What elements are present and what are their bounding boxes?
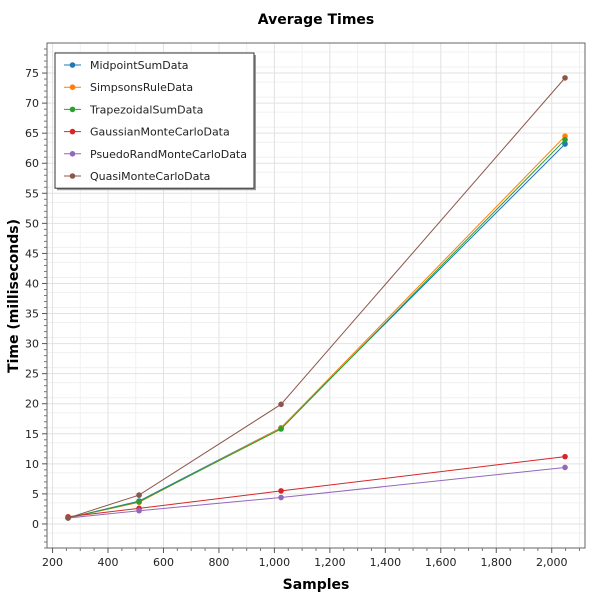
y-tick-label: 10 bbox=[25, 458, 39, 471]
data-point bbox=[562, 464, 568, 471]
x-tick-label: 200 bbox=[42, 556, 63, 569]
y-axis: 0 5 10 15 20 25 30 35 40 45 50 55 60 65 70 75 bbox=[25, 48, 47, 549]
legend-swatch-marker bbox=[69, 62, 76, 68]
series-line bbox=[67, 139, 566, 519]
series-layer bbox=[65, 75, 568, 521]
gridlines bbox=[47, 43, 585, 549]
legend-swatch-marker bbox=[69, 173, 76, 179]
legend-swatch-marker bbox=[69, 84, 76, 90]
x-tick-label: 600 bbox=[153, 556, 174, 569]
x-tick-label: 1,800 bbox=[481, 556, 513, 569]
data-point bbox=[136, 492, 142, 498]
data-point bbox=[562, 453, 568, 460]
x-tick-label: 400 bbox=[98, 556, 119, 569]
data-point bbox=[278, 494, 284, 501]
data-point bbox=[278, 426, 284, 432]
y-tick-label: 70 bbox=[25, 97, 39, 110]
y-tick-label: 75 bbox=[25, 67, 39, 80]
legend-label: MidpointSumData bbox=[90, 59, 189, 72]
legend-label: QuasiMonteCarloData bbox=[90, 170, 210, 183]
y-tick-label: 5 bbox=[32, 488, 39, 501]
x-tick-label: 1,000 bbox=[259, 556, 291, 569]
y-tick-label: 30 bbox=[25, 338, 39, 351]
legend-label: TrapezoidalSumData bbox=[89, 103, 203, 116]
legend-item: SimpsonsRuleData bbox=[64, 81, 193, 94]
series-trapezoidal-sum-data bbox=[65, 136, 568, 521]
legend-item: TrapezoidalSumData bbox=[64, 103, 203, 116]
x-axis-label: Samples bbox=[283, 577, 350, 593]
series-quasi-monte-carlo-data bbox=[65, 75, 568, 521]
y-tick-label: 60 bbox=[25, 157, 39, 170]
data-point bbox=[136, 507, 142, 514]
legend-box bbox=[54, 52, 255, 189]
x-tick-label: 2,000 bbox=[536, 556, 568, 569]
legend-item: QuasiMonteCarloData bbox=[64, 170, 210, 183]
legend-swatch-marker bbox=[69, 151, 76, 157]
legend-label: PsuedoRandMonteCarloData bbox=[90, 148, 247, 161]
chart-title: Average Times bbox=[258, 12, 374, 28]
legend-item: GaussianMonteCarloData bbox=[64, 126, 230, 139]
x-tick-label: 1,600 bbox=[425, 556, 457, 569]
y-tick-label: 50 bbox=[25, 217, 39, 230]
legend-item: MidpointSumData bbox=[64, 59, 189, 72]
y-tick-label: 15 bbox=[25, 428, 39, 441]
legend-label: GaussianMonteCarloData bbox=[90, 126, 230, 139]
y-tick-label: 0 bbox=[32, 518, 39, 531]
x-tick-label: 1,400 bbox=[370, 556, 402, 569]
legend: MidpointSumData SimpsonsRuleData Trapezoid… bbox=[54, 52, 256, 191]
y-tick-label: 40 bbox=[25, 277, 39, 290]
series-line bbox=[67, 77, 566, 519]
data-point bbox=[278, 401, 284, 408]
series-line bbox=[68, 466, 566, 519]
legend-item: PsuedoRandMonteCarloData bbox=[64, 148, 247, 161]
data-point bbox=[562, 136, 568, 143]
legend-label: SimpsonsRuleData bbox=[90, 81, 193, 94]
data-point bbox=[562, 75, 568, 81]
x-tick-label: 1,200 bbox=[314, 556, 346, 569]
y-tick-label: 20 bbox=[25, 398, 39, 411]
y-tick-label: 55 bbox=[25, 187, 39, 200]
data-point bbox=[65, 515, 71, 521]
legend-swatch-marker bbox=[69, 128, 76, 135]
series-line bbox=[67, 143, 566, 519]
data-point bbox=[562, 141, 568, 147]
data-point bbox=[278, 488, 284, 494]
legend-swatch-marker bbox=[69, 106, 76, 113]
y-axis-label: Time (milliseconds) bbox=[6, 219, 22, 373]
y-tick-label: 65 bbox=[25, 127, 39, 140]
x-axis: 200 400 600 800 1,000 1,200 1,400 1,600 1,800 2,0… bbox=[42, 548, 580, 569]
data-point bbox=[136, 498, 142, 505]
y-tick-label: 35 bbox=[25, 308, 39, 321]
x-tick-label: 800 bbox=[208, 556, 229, 569]
series-line bbox=[68, 456, 566, 518]
y-tick-label: 45 bbox=[25, 247, 39, 260]
series-simpsons-rule-data bbox=[65, 133, 568, 521]
y-tick-label: 25 bbox=[25, 368, 39, 381]
